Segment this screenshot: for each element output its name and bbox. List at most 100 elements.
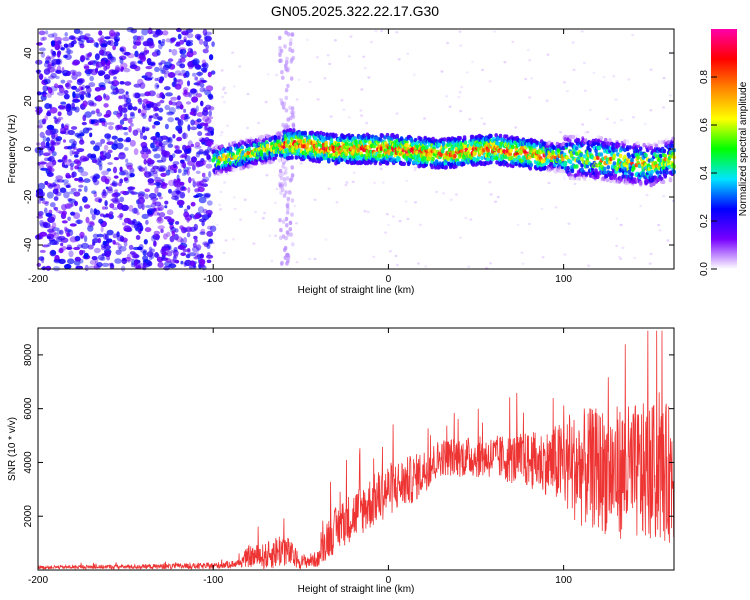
noise-blob (224, 91, 227, 95)
noise-blob (154, 181, 162, 186)
ridge-blob (392, 134, 397, 140)
noise-blob (140, 249, 148, 253)
noise-blob (274, 234, 278, 237)
ridge-blob (316, 153, 321, 158)
ridge-blob (571, 134, 576, 140)
noise-blob (160, 135, 169, 140)
noise-blob (316, 98, 320, 101)
colorbar-tick-label: 0.2 (699, 214, 710, 228)
noise-blob (324, 238, 328, 241)
noise-blob (51, 58, 59, 65)
ridge-blob (286, 131, 291, 137)
noise-blob (71, 150, 75, 155)
noise-blob (77, 166, 84, 173)
ridge-blob (419, 136, 423, 142)
noise-blob (106, 255, 111, 261)
y-tick-label: 6000 (23, 397, 34, 420)
ridge-blob (649, 146, 653, 151)
ridge-blob (663, 174, 667, 179)
noise-blob (101, 121, 106, 127)
noise-blob (143, 239, 148, 245)
noise-blob (179, 57, 186, 63)
artifact-blob (281, 234, 286, 239)
noise-blob (139, 35, 144, 41)
noise-blob (183, 116, 191, 120)
noise-blob (84, 111, 92, 118)
noise-blob (98, 164, 103, 171)
noise-blob (493, 30, 497, 33)
noise-blob (266, 73, 270, 76)
noise-blob (185, 254, 191, 259)
noise-blob (458, 30, 462, 33)
noise-blob (179, 245, 186, 251)
ridge-blob (212, 149, 216, 154)
ridge-blob (576, 138, 581, 143)
noise-blob (528, 96, 532, 99)
artifact-blob (285, 176, 290, 181)
noise-blob (194, 188, 200, 193)
noise-blob (156, 93, 161, 99)
noise-blob (186, 33, 194, 39)
noise-blob (238, 65, 242, 68)
noise-blob (198, 258, 206, 266)
ridge-blob (603, 170, 607, 175)
noise-blob (79, 231, 85, 239)
noise-blob (201, 161, 206, 166)
y-tick-label: 0 (23, 146, 34, 152)
noise-blob (201, 79, 207, 83)
noise-blob (76, 79, 83, 86)
noise-blob (521, 262, 525, 265)
noise-blob (308, 80, 312, 84)
noise-blob (395, 112, 399, 115)
noise-blob (138, 165, 143, 172)
noise-blob (177, 95, 181, 101)
noise-blob (547, 181, 551, 185)
ridge-blob (451, 150, 456, 155)
noise-blob (118, 95, 123, 100)
noise-blob (482, 122, 486, 126)
noise-blob (39, 249, 46, 253)
noise-blob (46, 124, 55, 130)
noise-blob (74, 165, 79, 170)
noise-blob (119, 178, 124, 184)
noise-blob (583, 89, 587, 92)
noise-blob (120, 169, 129, 176)
artifact-blob (281, 105, 286, 110)
noise-blob (79, 139, 85, 145)
noise-blob (184, 155, 191, 162)
ridge-blob (605, 177, 610, 183)
noise-blob (171, 48, 178, 56)
noise-blob (294, 222, 298, 225)
noise-blob (172, 134, 176, 139)
artifact-blob (288, 220, 293, 225)
noise-blob (81, 90, 87, 95)
noise-blob (139, 55, 147, 62)
noise-blob (42, 118, 47, 125)
noise-blob (83, 178, 91, 183)
noise-blob (169, 235, 175, 243)
noise-blob (96, 233, 104, 238)
noise-blob (398, 219, 402, 223)
noise-blob (206, 259, 212, 264)
noise-blob (404, 200, 408, 203)
noise-blob (119, 81, 125, 85)
noise-blob (78, 176, 83, 182)
noise-blob (199, 139, 207, 143)
noise-blob (168, 48, 172, 53)
noise-blob (65, 229, 72, 233)
noise-blob (144, 193, 149, 200)
ridge-blob (460, 148, 464, 153)
noise-blob (200, 100, 204, 107)
noise-blob (63, 93, 70, 100)
noise-blob (160, 145, 166, 152)
noise-blob (98, 118, 102, 123)
artifact-blob (281, 75, 285, 81)
noise-blob (464, 216, 468, 220)
ridge-blob (596, 155, 600, 160)
noise-blob (208, 54, 214, 61)
noise-blob (51, 151, 57, 157)
ridge-blob (483, 160, 488, 166)
noise-blob (134, 65, 141, 72)
noise-blob (446, 41, 450, 45)
noise-blob (435, 190, 438, 194)
